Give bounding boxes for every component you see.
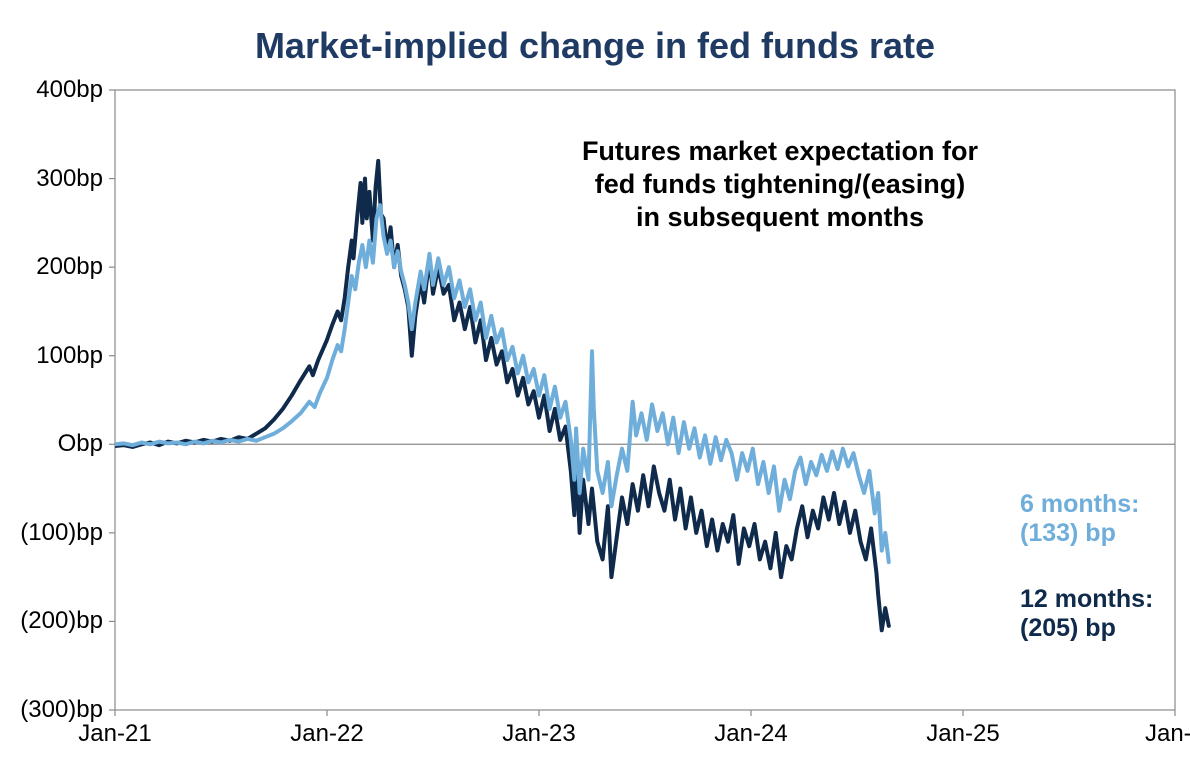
x-tick-label: Jan-25 — [926, 720, 999, 748]
chart-stage: Market-implied change in fed funds rate … — [0, 0, 1190, 780]
y-tick-label: Obp — [0, 430, 103, 458]
y-tick-label: 100bp — [0, 342, 103, 370]
series-label-6m: 6 months:(133) bp — [1020, 490, 1139, 548]
x-tick-label: Jan-22 — [290, 720, 363, 748]
x-tick-label: Jan-24 — [714, 720, 787, 748]
y-tick-label: (100)bp — [0, 519, 103, 547]
chart-annotation: Futures market expectation forfed funds … — [480, 135, 1080, 234]
chart-annotation-line: fed funds tightening/(easing) — [480, 168, 1080, 201]
x-tick-label: Jan-23 — [502, 720, 575, 748]
series-label-line1: 6 months: — [1020, 490, 1139, 519]
x-tick-label: Jan-21 — [78, 720, 151, 748]
series-label-12m: 12 months:(205) bp — [1020, 585, 1153, 643]
series-label-line2: (133) bp — [1020, 519, 1139, 548]
chart-svg — [0, 0, 1190, 780]
chart-title: Market-implied change in fed funds rate — [0, 25, 1190, 67]
y-tick-label: 300bp — [0, 165, 103, 193]
chart-annotation-line: Futures market expectation for — [480, 135, 1080, 168]
x-tick-label: Jan-2 — [1145, 720, 1190, 748]
chart-annotation-line: in subsequent months — [480, 201, 1080, 234]
series-label-line2: (205) bp — [1020, 614, 1153, 643]
y-tick-label: (200)bp — [0, 607, 103, 635]
y-tick-label: 400bp — [0, 76, 103, 104]
y-tick-label: 200bp — [0, 253, 103, 281]
series-label-line1: 12 months: — [1020, 585, 1153, 614]
